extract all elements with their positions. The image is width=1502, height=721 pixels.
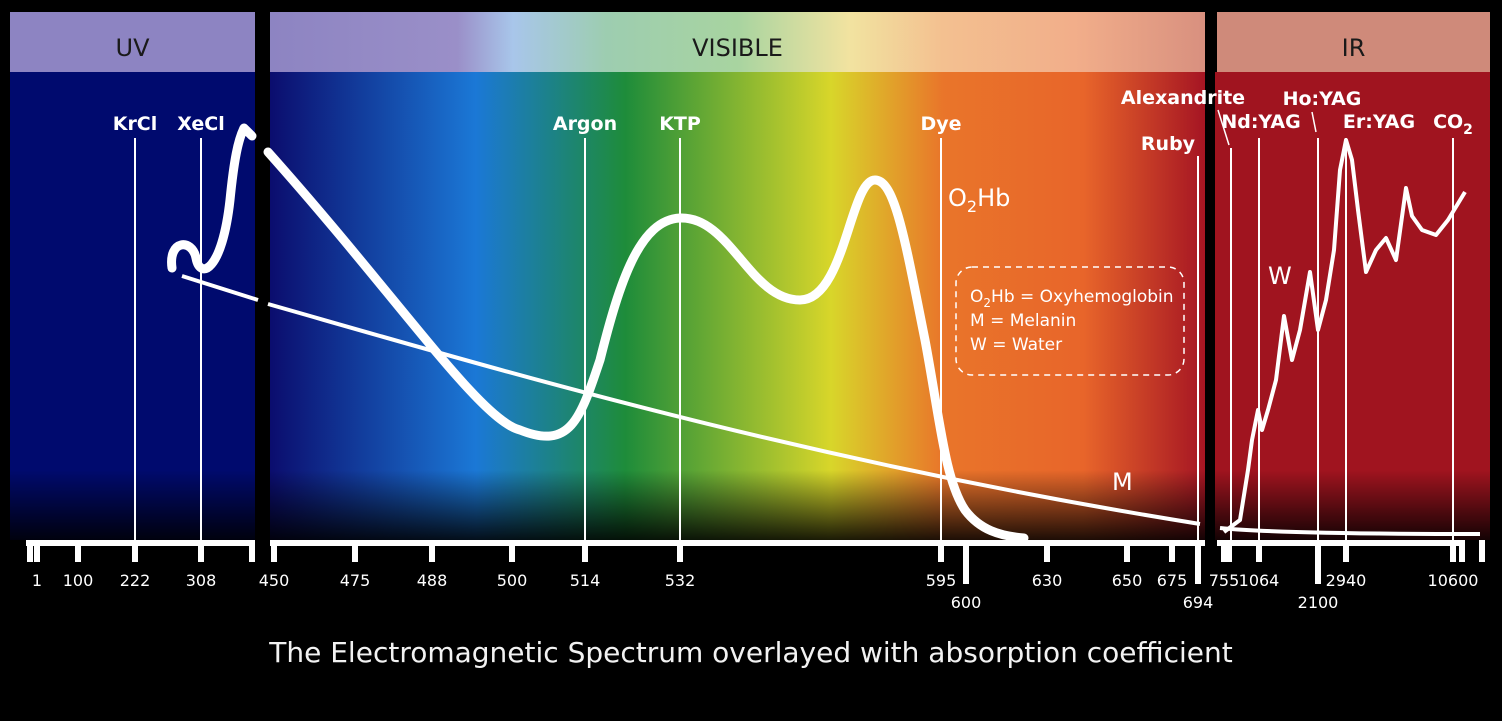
axis-tick-label: 2100 [1298, 593, 1339, 612]
axis-tick [429, 540, 435, 562]
axis-tick-label: 500 [497, 571, 528, 590]
axis-tick [1221, 540, 1227, 562]
o2hb-curve [167, 123, 1029, 543]
water-curve [1222, 138, 1467, 534]
region-header-uv [10, 12, 255, 72]
o2hb-curve-label-rest: Hb [977, 184, 1010, 212]
legend-entry: M = Melanin [970, 311, 1076, 331]
region-label-ir: IR [1342, 34, 1366, 62]
axis-tick-label: 308 [186, 571, 217, 590]
axis-tick [509, 540, 515, 562]
axis-tick-label: 600 [951, 593, 982, 612]
axis-tick-label: 450 [259, 571, 290, 590]
axis-tick-label: 10600 [1428, 571, 1479, 590]
chart-caption: The Electromagnetic Spectrum overlayed w… [269, 636, 1233, 669]
region-header-visible [270, 12, 1205, 72]
visible-band [270, 72, 1205, 540]
laser-label-ktp: KTP [659, 113, 701, 135]
melanin-curve [181, 274, 1201, 526]
axis-end-tick [249, 540, 255, 562]
laser-label-ho-yag: Ho:YAG [1283, 88, 1362, 110]
laser-label-argon: Argon [553, 113, 617, 135]
laser-label-dye: Dye [920, 113, 961, 135]
axis-tick [271, 540, 277, 562]
legend-entry: W = Water [970, 335, 1062, 355]
axis-end-tick [1459, 540, 1465, 562]
legend-box [955, 266, 1185, 376]
axis-tick-label: 532 [665, 571, 696, 590]
axis-tick-label: 475 [340, 571, 371, 590]
legend-entry: O2Hb = Oxyhemoglobin [970, 287, 1174, 310]
axis-tick [582, 540, 588, 562]
axis-tick-label: 222 [120, 571, 151, 590]
laser-label-krcl: KrCl [113, 113, 158, 135]
axis-tick [34, 540, 40, 562]
water-curve-label: W [1268, 262, 1292, 290]
axis-tick [1169, 540, 1175, 562]
laser-label-xecl: XeCl [177, 113, 224, 135]
axis-tick [75, 540, 81, 562]
alexandrite-pointer [1217, 109, 1230, 146]
axis-tick [1343, 540, 1349, 562]
axis-tick-label: 630 [1032, 571, 1063, 590]
region-label-visible: VISIBLE [692, 34, 783, 62]
axis-tick-label: 1 [32, 571, 42, 590]
axis-tick-label: 100 [63, 571, 94, 590]
axis-bar-uv [26, 540, 255, 546]
axis-tick-label: 1064 [1239, 571, 1280, 590]
axis-tick [132, 540, 138, 562]
laser-label-sub: 2 [1463, 122, 1473, 138]
axis-end-tick [1226, 540, 1232, 562]
axis-tick-label: 650 [1112, 571, 1143, 590]
bottom-fade [0, 470, 1502, 550]
laser-label-alexandrite: Alexandrite [1121, 87, 1245, 109]
axis-tick [198, 540, 204, 562]
ir-band [1215, 72, 1490, 540]
axis-tick-label: 595 [926, 571, 957, 590]
axis-tick [352, 540, 358, 562]
axis-tick-label: 675 [1157, 571, 1188, 590]
axis-tick-label: 488 [417, 571, 448, 590]
legend-entry-main: O [970, 287, 983, 307]
axis-tick-label: 2940 [1326, 571, 1367, 590]
region-label-uv: UV [116, 34, 151, 62]
melanin-curve-ir [1219, 526, 1481, 536]
region-header-ir [1217, 12, 1490, 72]
o2hb-curve-label-sub: 2 [967, 197, 977, 216]
axis-tick-label: 514 [570, 571, 601, 590]
melanin-curve-label: M [1112, 468, 1133, 496]
axis-tick [1315, 540, 1321, 584]
legend-entry-sub: 2 [983, 296, 991, 310]
axis-tick [677, 540, 683, 562]
laser-label-ruby: Ruby [1141, 133, 1196, 155]
axis-bar-visible [270, 540, 1205, 546]
axis-tick [963, 540, 969, 584]
axis-tick [1044, 540, 1050, 562]
axis-tick [1256, 540, 1262, 562]
axis-tick [1195, 540, 1201, 584]
laser-label-nd-yag: Nd:YAG [1221, 111, 1300, 133]
uv-band [10, 72, 255, 540]
axis-tick-label: 755 [1209, 571, 1240, 590]
o2hb-curve-label: O2Hb [948, 184, 1010, 216]
axis-tick [938, 540, 944, 562]
axis-end-tick [27, 540, 33, 562]
axis-end-tick [1479, 540, 1485, 562]
axis-tick-label: 694 [1183, 593, 1214, 612]
axis-tick [1450, 540, 1456, 562]
axis-tick [1124, 540, 1130, 562]
axis-bar-ir [1217, 540, 1462, 546]
legend-entry-rest: Hb = Oxyhemoglobin [991, 287, 1174, 307]
laser-label-er-yag: Er:YAG [1343, 111, 1415, 133]
ho-yag-pointer [1311, 111, 1317, 133]
